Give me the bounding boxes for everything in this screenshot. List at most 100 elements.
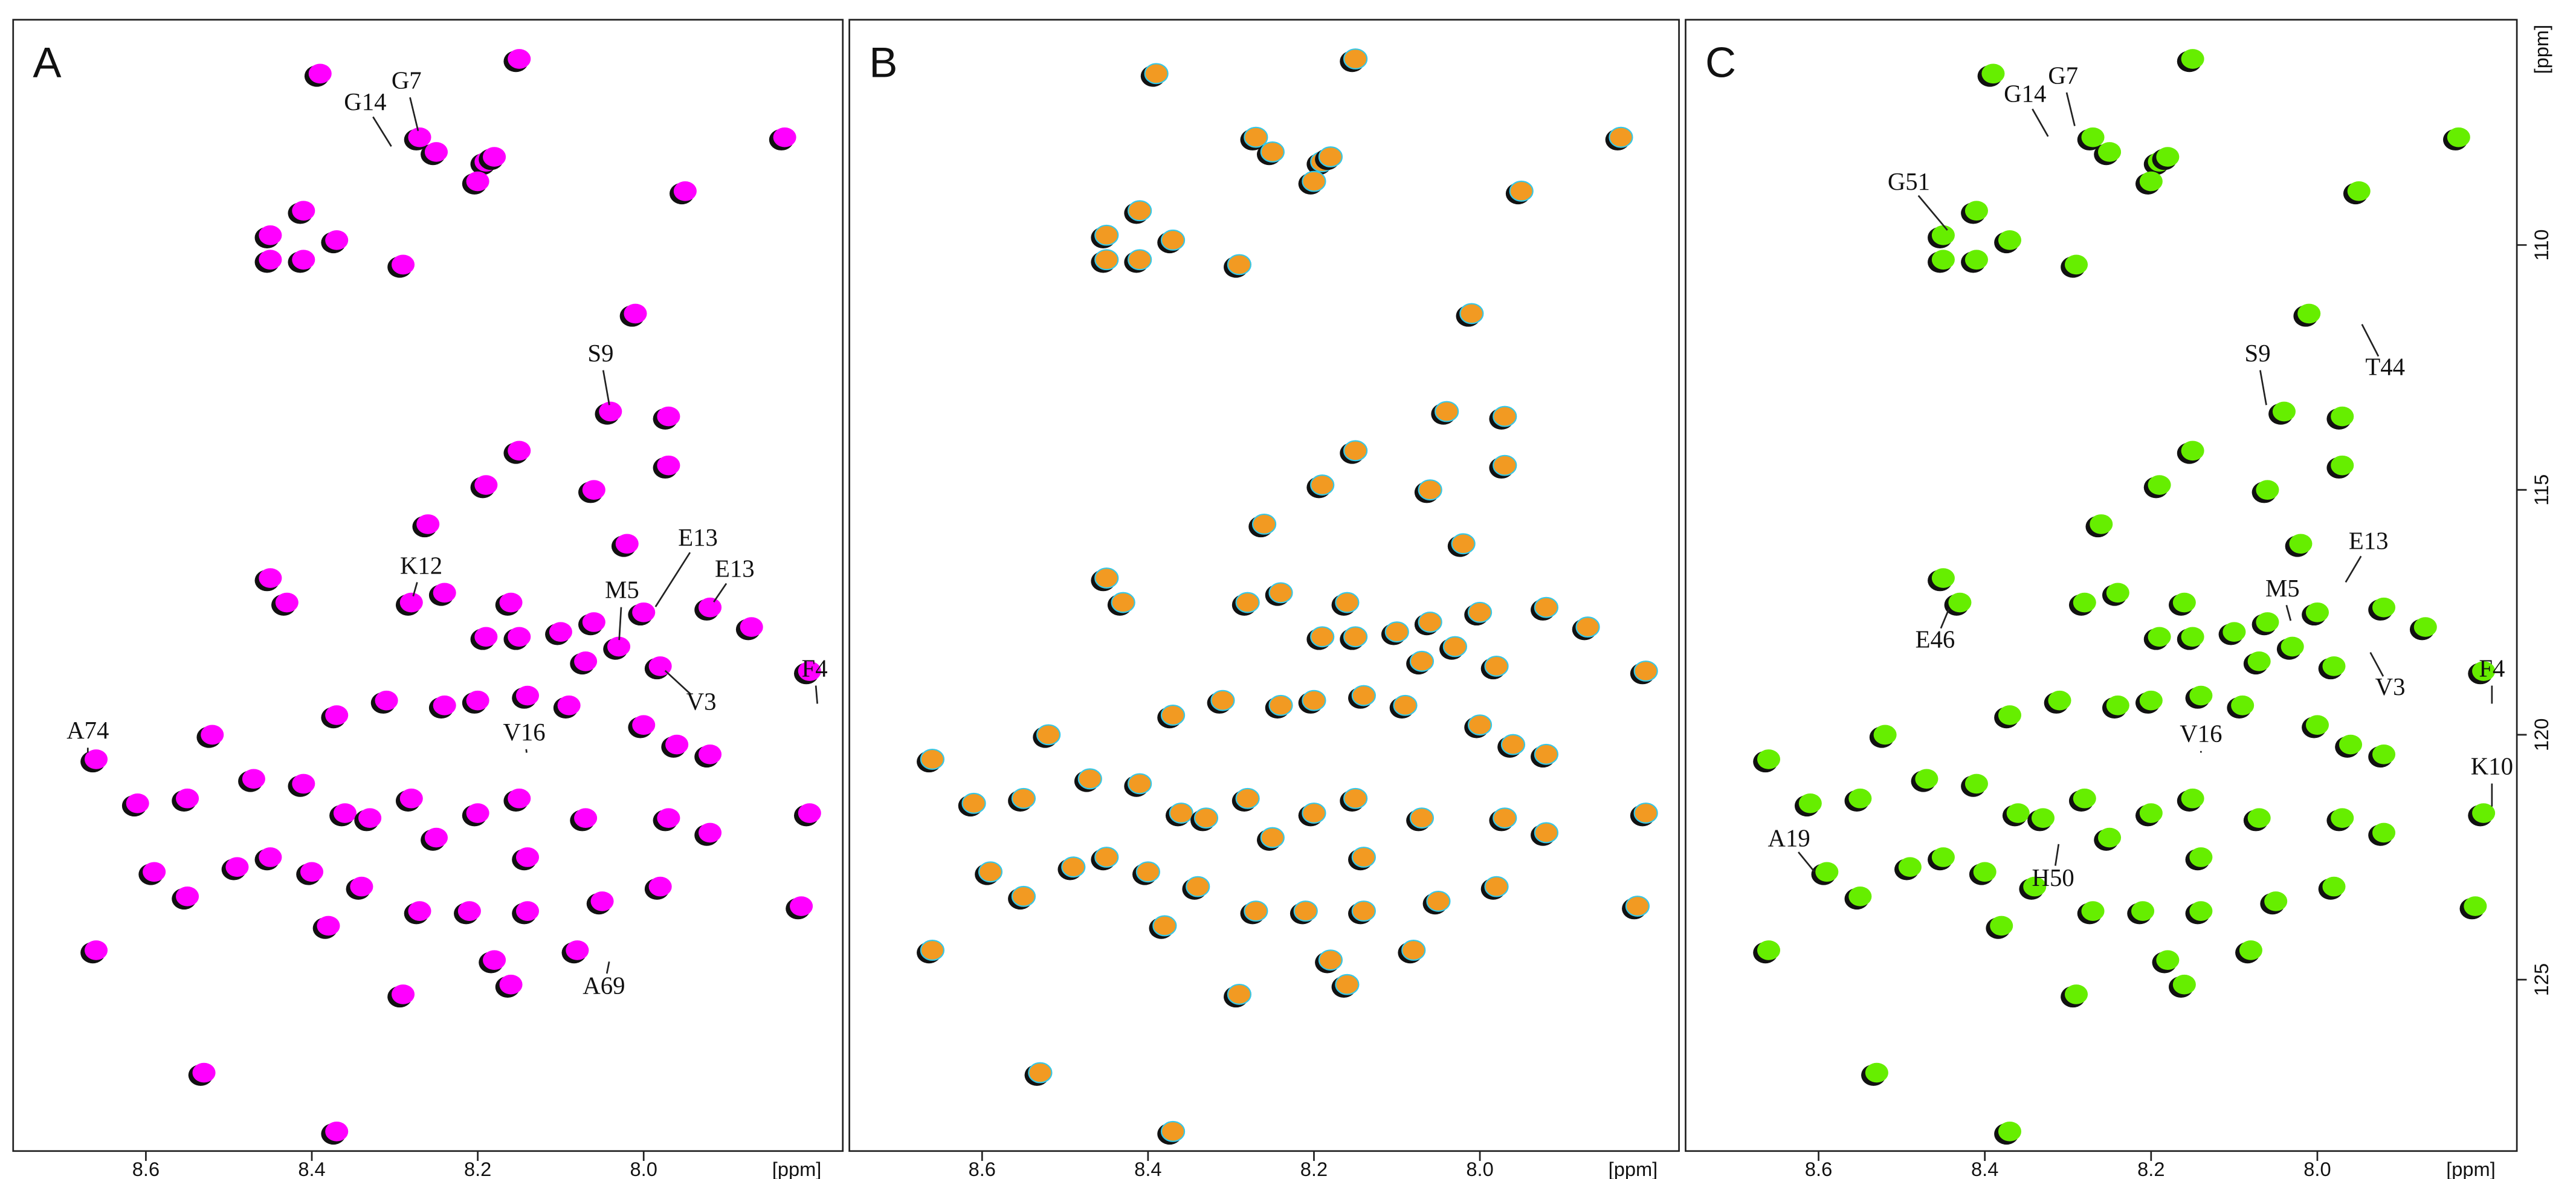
- y-tick-label: 125: [2530, 963, 2552, 996]
- peak: [1534, 596, 1559, 618]
- peak: [1251, 513, 1277, 535]
- peak: [1931, 847, 1955, 867]
- peak: [1094, 249, 1119, 271]
- leader-line: [2065, 92, 2076, 126]
- peak: [1111, 592, 1135, 613]
- peak: [699, 822, 722, 843]
- peak: [201, 725, 224, 745]
- peak: [624, 303, 647, 324]
- peak: [1931, 225, 1955, 245]
- peak: [483, 950, 506, 971]
- peak: [1990, 916, 2013, 936]
- peak: [1186, 876, 1210, 897]
- peak: [2189, 901, 2213, 921]
- peak: [1757, 749, 1781, 769]
- peak: [961, 792, 986, 814]
- peak: [2413, 617, 2437, 637]
- annotation: G51: [1888, 168, 1930, 195]
- peak: [1973, 862, 1997, 882]
- peak: [1028, 1062, 1053, 1084]
- peak: [2472, 661, 2496, 681]
- peak: [1815, 862, 1839, 882]
- peaks: [1753, 49, 2496, 1145]
- peak: [590, 891, 614, 911]
- peak: [632, 715, 656, 735]
- peak: [1534, 822, 1559, 844]
- x-tick-label: 8.6: [1805, 1158, 1832, 1179]
- peak: [1310, 474, 1335, 496]
- peak: [2189, 685, 2213, 706]
- y-tick-label: 110: [2530, 229, 2552, 260]
- peak: [85, 749, 108, 769]
- peak: [457, 901, 481, 921]
- peak: [1128, 200, 1152, 222]
- peak: [1210, 690, 1235, 711]
- peak: [259, 847, 282, 867]
- y-tick-label: 115: [2530, 474, 2552, 506]
- annotation: K12: [400, 552, 442, 579]
- leader-line: [713, 583, 728, 602]
- peak: [292, 201, 315, 221]
- y-tick-label: 120: [2530, 719, 2552, 751]
- peak: [2372, 597, 2396, 618]
- peaks: [80, 49, 821, 1145]
- peak: [1293, 900, 1318, 922]
- peak: [599, 401, 622, 422]
- peak: [1435, 401, 1459, 422]
- panel-title: A: [33, 38, 62, 86]
- peak: [1467, 714, 1493, 736]
- x-tick-label: 8.2: [464, 1158, 491, 1179]
- leader-line: [2369, 651, 2384, 677]
- peak: [1998, 705, 2021, 725]
- peak: [399, 592, 423, 613]
- peak: [1873, 725, 1897, 745]
- leader-line: [2285, 604, 2292, 621]
- peak: [325, 705, 349, 725]
- peak: [2064, 254, 2088, 275]
- x-tick-label: 8.2: [1300, 1158, 1328, 1179]
- peak: [508, 627, 531, 647]
- annotation: E13: [2349, 528, 2389, 555]
- peak: [2106, 583, 2129, 603]
- peak: [2106, 695, 2129, 715]
- annotation: M5: [605, 577, 639, 604]
- x-axis-label: [ppm]: [772, 1158, 822, 1179]
- peak: [1335, 974, 1360, 995]
- peak: [2372, 744, 2396, 764]
- peak: [699, 744, 722, 764]
- peak: [582, 480, 605, 500]
- x-tick-label: 8.4: [298, 1158, 325, 1179]
- leader-line: [525, 749, 528, 753]
- x-tick-label: 8.6: [132, 1158, 160, 1179]
- leader-line: [1940, 608, 1950, 629]
- peak: [408, 127, 431, 147]
- peak: [2181, 788, 2204, 809]
- peak: [798, 803, 821, 823]
- peak: [2331, 808, 2354, 828]
- peak: [292, 250, 315, 270]
- peak: [1343, 626, 1368, 648]
- peak: [192, 1062, 216, 1083]
- peak: [1633, 661, 1658, 682]
- peak: [1459, 303, 1484, 325]
- annotation: G14: [2004, 80, 2046, 107]
- peak: [582, 612, 605, 632]
- peak: [2081, 901, 2105, 921]
- peak: [1848, 788, 1872, 809]
- peak: [673, 181, 697, 201]
- peak: [2331, 406, 2354, 427]
- peak: [474, 627, 498, 647]
- peak: [1094, 224, 1119, 246]
- peak: [574, 808, 598, 828]
- peak: [508, 49, 531, 69]
- peak: [225, 857, 249, 877]
- peak: [2090, 514, 2113, 534]
- peak: [607, 636, 631, 657]
- peak: [2098, 142, 2122, 162]
- annotation: V3: [2375, 673, 2406, 700]
- peak: [2139, 690, 2163, 711]
- peak: [2305, 715, 2329, 735]
- peak: [333, 803, 357, 823]
- leader-line: [1917, 195, 1948, 231]
- peak: [615, 534, 639, 554]
